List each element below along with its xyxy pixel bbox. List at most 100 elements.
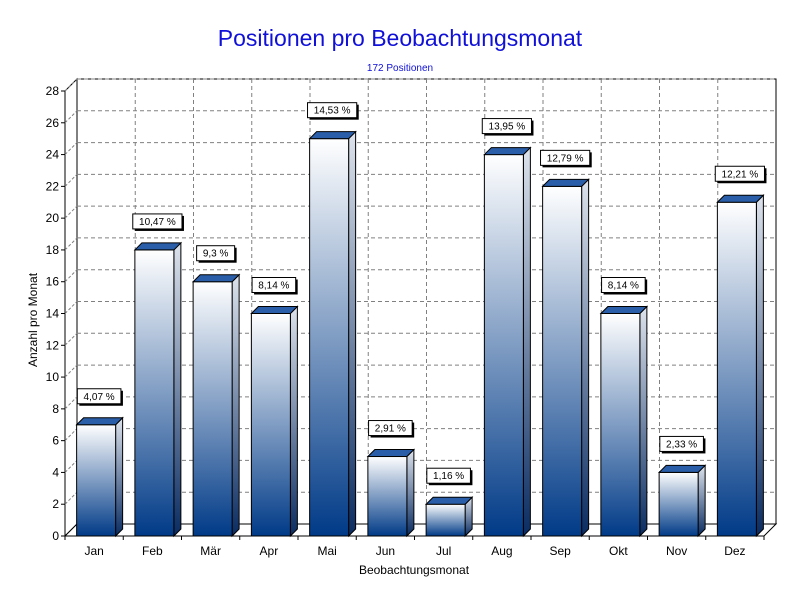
data-label-box [601, 277, 646, 293]
x-tick-label: Mai [317, 544, 336, 558]
data-label: 13,95 % [481, 118, 534, 136]
x-tick-label: Nov [666, 544, 687, 558]
bar-top [250, 306, 299, 314]
bar-top [133, 242, 183, 251]
data-label: 12,21 % [714, 165, 767, 184]
y-axis-label: Anzahl pro Monat [26, 272, 40, 367]
bar-side [406, 448, 415, 538]
bar-front [483, 154, 524, 537]
y-tick-label: 22 [46, 179, 60, 193]
chart-subtitle: 172 Positionen [367, 63, 433, 74]
bars [75, 130, 765, 538]
bar-side [348, 130, 357, 538]
data-label-box [76, 388, 122, 405]
x-tick-label: Dez [724, 544, 745, 558]
bar-side [115, 416, 124, 538]
data-label: 1,16 % [426, 467, 473, 486]
data-label-box [196, 245, 236, 262]
bar-side [173, 241, 182, 538]
bar-top [483, 147, 532, 156]
data-label-box [426, 467, 471, 484]
x-tick-label: Jan [84, 544, 103, 558]
bar [366, 448, 416, 538]
bar-front [716, 201, 757, 537]
bar-side [289, 305, 298, 538]
bar-top [599, 306, 649, 314]
data-label-text: 12,79 % [547, 153, 584, 164]
grid-line-side [64, 142, 78, 155]
data-label-box [251, 277, 297, 293]
grid-line-side [64, 491, 78, 505]
data-label-text: 8,14 % [258, 281, 289, 292]
bar-side [755, 194, 764, 538]
y-tick-label: 6 [52, 434, 59, 448]
grid-line-side [64, 110, 78, 124]
bar-side [231, 273, 240, 538]
x-axis-ticks: Jan Feb Mär Apr Mai Jun Jul Aug Sep Okt Nov Dez [64, 536, 765, 558]
bar-side [581, 178, 590, 538]
bar-front [309, 138, 350, 537]
data-label: 12,79 % [540, 149, 592, 168]
bar-front [425, 503, 466, 537]
bar-front [134, 249, 175, 537]
y-tick-label: 28 [46, 84, 60, 98]
y-tick-label: 20 [46, 211, 60, 225]
bar-front [600, 313, 641, 537]
data-label: 2,91 % [368, 420, 415, 438]
bar [191, 273, 241, 538]
bar-side [522, 146, 531, 538]
grid-line-side [64, 364, 78, 378]
data-label-text: 2,33 % [666, 439, 697, 450]
grid-line-side [64, 205, 78, 219]
bar-top [308, 131, 357, 140]
y-tick-label: 18 [46, 243, 60, 257]
data-label-text: 10,47 % [139, 217, 176, 228]
bar-top [657, 464, 707, 473]
bar-side [639, 305, 648, 538]
data-labels: 4,07 % 10,47 % 9,3 % 8,14 % 14,53 % 2,91 % 1,1… [76, 102, 767, 486]
bar-top [716, 194, 765, 203]
bar [75, 416, 124, 538]
data-label: 10,47 % [132, 213, 184, 231]
y-tick-label: 14 [46, 307, 60, 321]
x-tick-label: Sep [549, 544, 571, 558]
x-tick-label: Jul [436, 544, 451, 558]
data-label-box [659, 435, 704, 452]
data-label: 8,14 % [601, 277, 648, 295]
grid-line-side [64, 332, 78, 346]
bar-front [542, 185, 583, 537]
bar [716, 194, 765, 538]
grid-line-side [64, 396, 78, 410]
bar-front [192, 281, 233, 537]
bar [599, 305, 649, 538]
y-tick-label: 12 [46, 338, 60, 352]
bar [483, 146, 532, 538]
y-tick-label: 8 [52, 402, 59, 416]
grid-line-side [64, 237, 78, 251]
data-label-box [132, 213, 183, 230]
data-label-text: 13,95 % [489, 122, 526, 133]
y-tick-label: 0 [52, 529, 59, 543]
grid-lines [64, 78, 776, 524]
data-label: 14,53 % [307, 102, 359, 120]
data-label-text: 9,3 % [203, 249, 229, 260]
data-label: 8,14 % [251, 277, 298, 295]
x-tick-label: Mär [200, 544, 221, 558]
data-label-text: 4,07 % [84, 392, 115, 403]
bar-front [250, 313, 291, 537]
y-tick-label: 24 [46, 148, 60, 162]
data-label: 4,07 % [76, 388, 123, 406]
bar [541, 178, 590, 538]
x-tick-label: Okt [609, 544, 628, 558]
grid-line-side [64, 428, 78, 441]
data-label-box [481, 118, 532, 135]
bar-top [541, 178, 590, 187]
bar [308, 130, 357, 538]
bar-top [366, 449, 416, 458]
y-tick-label: 10 [46, 370, 60, 384]
data-label-text: 2,91 % [375, 424, 406, 435]
grid-line-side [64, 174, 78, 187]
x-axis-label: Beobachtungsmonat [359, 563, 470, 577]
bar-side [697, 464, 706, 538]
